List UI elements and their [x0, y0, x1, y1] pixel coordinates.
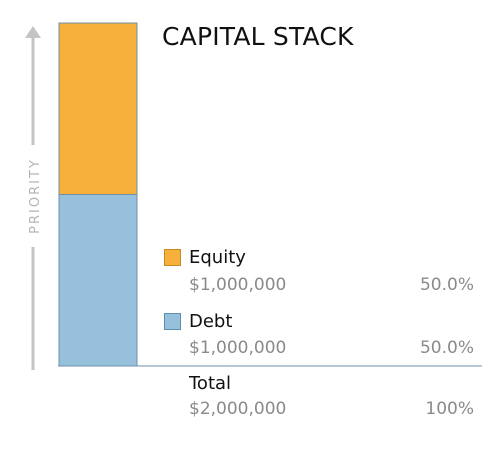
total-label: Total	[189, 373, 232, 394]
debt-legend-swatch	[164, 313, 181, 330]
equity-legend-swatch	[164, 249, 181, 266]
bar-segment-equity	[58, 22, 138, 195]
debt-percent: 50.0%	[419, 338, 474, 358]
debt-legend-label: Debt	[189, 311, 233, 332]
priority-arrow-icon	[25, 26, 41, 38]
chart-title: CAPITAL STACK	[162, 22, 354, 51]
priority-axis-label: PRIORITY	[28, 158, 43, 234]
equity-legend-label: Equity	[189, 247, 246, 268]
equity-amount: $1,000,000	[189, 275, 287, 295]
total-amount: $2,000,000	[189, 399, 287, 419]
total-percent: 100%	[425, 399, 474, 419]
bar-segment-debt	[58, 194, 138, 367]
equity-percent: 50.0%	[419, 275, 474, 295]
debt-amount: $1,000,000	[189, 338, 287, 358]
